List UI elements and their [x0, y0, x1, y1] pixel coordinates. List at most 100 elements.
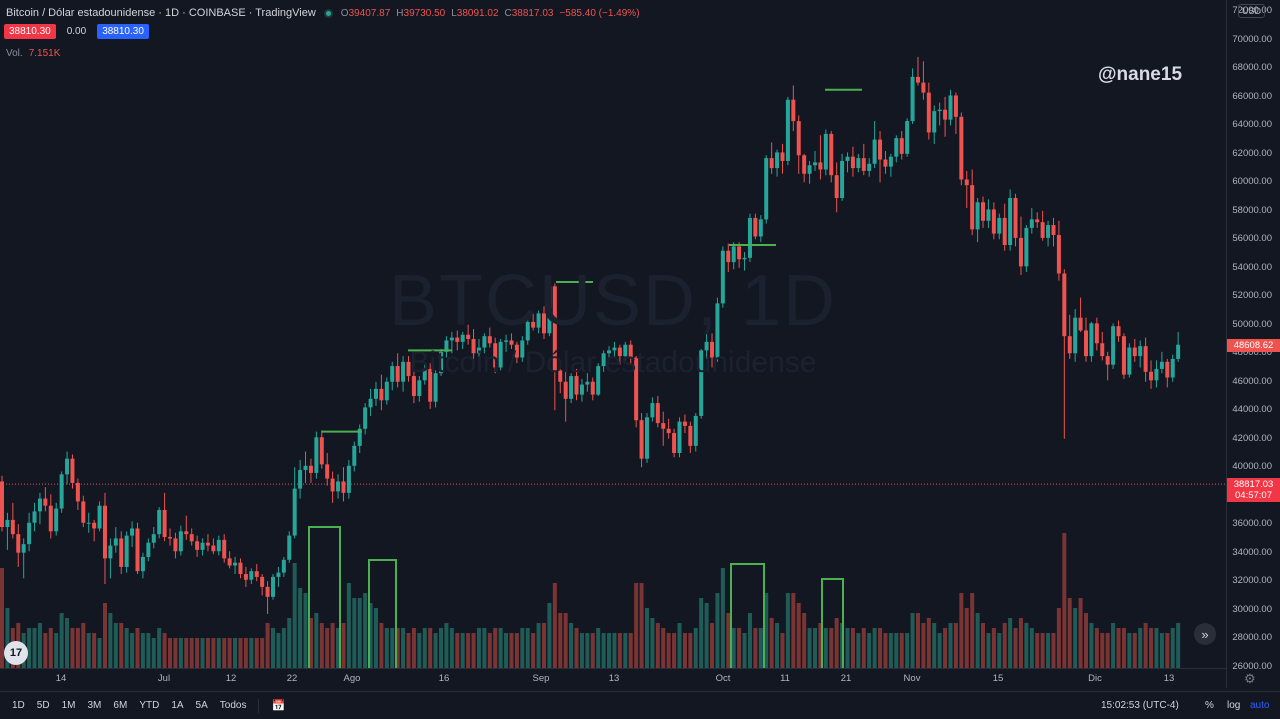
timeframe-3m[interactable]: 3M: [87, 700, 102, 711]
volume-bar: [542, 623, 546, 668]
chart-legend-header: Bitcoin / Dólar estadounidense · 1D · CO…: [6, 4, 640, 22]
candle-body: [1116, 326, 1121, 337]
time-tick: Ago: [343, 673, 361, 684]
tradingview-logo-icon[interactable]: 17: [4, 641, 28, 665]
chart-plot-area[interactable]: BTCUSD, 1D Bitcoin / Dólar estadounidens…: [0, 0, 1226, 688]
candle-body: [1046, 225, 1051, 238]
volume-bar: [607, 633, 612, 668]
volume-bar: [102, 603, 107, 668]
candle-body: [1165, 361, 1170, 378]
candle-body: [628, 344, 633, 358]
price-tick: 32000.00: [1232, 575, 1272, 587]
volume-bar: [894, 633, 899, 668]
volume-bar: [471, 633, 476, 668]
volume-bar: [1127, 633, 1132, 668]
sell-button[interactable]: 38810.30: [4, 24, 56, 39]
volume-bar: [639, 583, 644, 668]
candle-body: [704, 341, 709, 351]
current-price-value: 38817.03: [1233, 479, 1274, 491]
candle-body: [16, 534, 21, 553]
volume-bar: [796, 603, 801, 668]
candle-body: [644, 417, 649, 459]
time-axis[interactable]: 14 Jul 12 22 Ago 16 Sep 13 Oct 11 21 Nov 15 Dic 13: [0, 668, 1226, 688]
volume-bar: [720, 568, 725, 668]
price-tick: 28000.00: [1232, 632, 1272, 644]
volume-bar: [1046, 633, 1051, 668]
volume-bar: [867, 633, 872, 668]
price-tick: 34000.00: [1232, 546, 1272, 558]
volume-bar: [688, 633, 693, 668]
time-tick: 21: [840, 673, 852, 684]
volume-bar: [737, 628, 742, 668]
timeframe-1d[interactable]: 1D: [12, 700, 25, 711]
volume-bar: [617, 633, 622, 668]
candle-body: [726, 250, 731, 263]
candle-body: [384, 381, 389, 401]
volume-bar: [883, 633, 888, 668]
volume-bar: [373, 608, 378, 668]
candle-body: [1094, 323, 1099, 344]
candle-body: [542, 313, 546, 334]
date-range-icon[interactable]: 📅: [271, 700, 286, 712]
candle-body: [1121, 336, 1126, 375]
volume-bar: [590, 633, 595, 668]
volume-bar: [439, 628, 444, 668]
candle-body: [834, 175, 839, 198]
price-tick: 66000.00: [1232, 90, 1272, 102]
auto-toggle[interactable]: auto: [1250, 700, 1270, 711]
currency-selector[interactable]: USD: [1238, 4, 1266, 18]
candle-body: [536, 313, 541, 328]
volume-bar: [693, 628, 698, 668]
timeframe-5d[interactable]: 5D: [36, 700, 50, 711]
timeframe-ytd[interactable]: YTD: [139, 700, 160, 711]
volume-bar: [1040, 633, 1045, 668]
timeframe-1m[interactable]: 1M: [61, 700, 76, 711]
candle-body: [791, 99, 796, 122]
candle-body: [1040, 222, 1045, 238]
candle-body: [650, 403, 655, 418]
author-signature: @nane15: [1098, 64, 1183, 85]
candle-body: [655, 403, 660, 424]
symbol-title[interactable]: Bitcoin / Dólar estadounidense · 1D · CO…: [6, 7, 316, 19]
timeframe-1a[interactable]: 1A: [171, 700, 184, 711]
buy-button[interactable]: 38810.30: [97, 24, 149, 39]
volume-bar: [476, 628, 481, 668]
clock[interactable]: 15:02:53 (UTC-4): [1101, 700, 1179, 711]
price-tick: 58000.00: [1232, 204, 1272, 216]
candle-body: [249, 571, 254, 580]
timeframe-6m[interactable]: 6M: [113, 700, 128, 711]
candle-body: [997, 217, 1002, 234]
timeframe-5a[interactable]: 5A: [195, 700, 208, 711]
volume-bar: [65, 618, 70, 668]
time-tick: 14: [55, 673, 67, 684]
ohlc-values: O39407.87 H39730.50 L38091.02 C38817.03 …: [341, 8, 640, 19]
volume-bar: [574, 628, 579, 668]
candle-body: [677, 421, 682, 453]
candle-body: [753, 217, 758, 237]
scroll-to-realtime-icon[interactable]: »: [1194, 623, 1216, 645]
timeframe-todos[interactable]: Todos: [219, 700, 247, 711]
time-tick: 12: [225, 673, 237, 684]
ohlc-change: −585.40 (−1.49%): [559, 7, 640, 19]
volume-bar: [937, 633, 942, 668]
volume-bar: [92, 633, 97, 668]
volume-bar: [775, 623, 780, 668]
percent-toggle[interactable]: %: [1205, 700, 1214, 711]
candle-body: [70, 458, 75, 483]
log-toggle[interactable]: log: [1227, 700, 1241, 711]
volume-bar: [1062, 533, 1067, 668]
candle-body: [48, 505, 53, 532]
candle-body: [970, 185, 975, 230]
volume-bar: [731, 628, 736, 668]
candle-body: [1176, 344, 1181, 359]
volume-bar: [379, 623, 384, 668]
candle-body: [661, 423, 666, 429]
volume-bar: [1154, 628, 1159, 668]
volume-bar: [823, 628, 828, 668]
volume-bar: [704, 603, 709, 668]
volume-bar: [428, 628, 433, 668]
candle-body: [162, 509, 167, 538]
time-tick: 22: [286, 673, 298, 684]
time-tick: Nov: [903, 673, 921, 684]
gear-icon[interactable]: ⚙: [1244, 671, 1256, 686]
